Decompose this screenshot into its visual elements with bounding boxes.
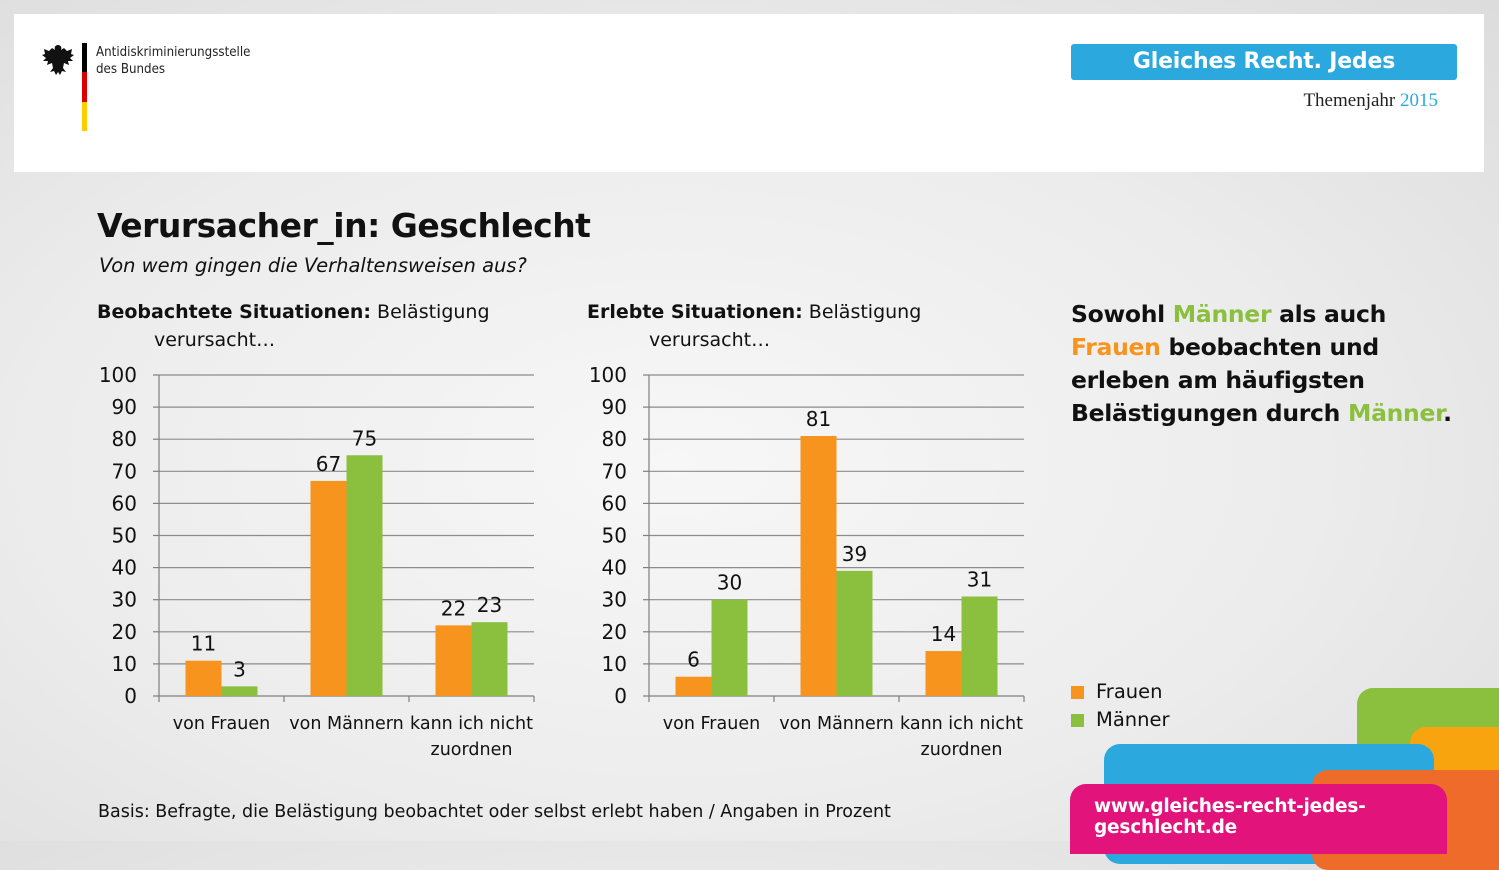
statement-period: .: [1443, 399, 1452, 427]
chart-2-ytick-label: 0: [614, 684, 627, 708]
chart-2-title-rest: Belästigung: [808, 301, 922, 323]
chart-2-ytick-label: 100: [589, 363, 627, 387]
chart-2-title-line2: verursacht…: [649, 329, 771, 351]
chart-1-data-label: 75: [352, 426, 377, 450]
flag-bar: [82, 43, 87, 131]
chart-1-bar-frauen: [185, 660, 222, 696]
chart-2-ytick-label: 70: [602, 459, 627, 483]
page-title: Verursacher_in: Geschlecht: [97, 206, 591, 245]
chart-1-data-label: 22: [441, 596, 466, 620]
chart-1-title-line2: verursacht…: [154, 329, 276, 351]
key-statement: Sowohl Männer als auch Frauen beobachten…: [1071, 298, 1471, 430]
legend: Frauen Männer: [1071, 678, 1170, 734]
chart-1-data-label: 23: [477, 593, 502, 617]
chart-1-ytick-label: 40: [112, 556, 137, 580]
agency-name: Antidiskriminierungsstelle des Bundes: [96, 44, 250, 78]
chart-1-category-label: kann ich nicht: [410, 714, 533, 734]
flag-stripe-red: [82, 72, 87, 102]
legend-swatch-maenner: [1071, 713, 1084, 727]
chart-2-bar-maenner: [711, 599, 748, 696]
chart-1-category-label: von Männern: [289, 714, 403, 734]
agency-line-1: Antidiskriminierungsstelle: [96, 44, 251, 60]
agency-line-2: des Bundes: [96, 61, 166, 77]
chart-1-ytick-label: 0: [124, 684, 137, 708]
chart-1-title-rest: Belästigung: [377, 301, 490, 323]
chart-2-data-label: 14: [931, 622, 956, 646]
statement-frauen: Frauen: [1071, 333, 1161, 361]
chart-2-data-label: 30: [717, 571, 742, 595]
chart-2-ytick-label: 60: [602, 491, 627, 515]
chart-1-ytick-label: 30: [112, 588, 137, 612]
chart-2-ytick-label: 10: [602, 652, 627, 676]
statement-part-5: beobachten und erleben am häufigsten Bel…: [1071, 333, 1379, 427]
chart-2-bar-maenner: [836, 570, 873, 696]
chart-1-bar-frauen: [435, 625, 472, 696]
chart-2-ytick-label: 80: [602, 427, 627, 451]
chart-1-ytick-label: 100: [99, 363, 137, 387]
themenjahr-label: Themenjahr: [1303, 90, 1396, 111]
page-subtitle: Von wem gingen die Verhaltensweisen aus?: [99, 254, 527, 277]
chart-2-category-label: von Männern: [779, 714, 893, 734]
chart-1-ytick-label: 50: [112, 524, 137, 548]
legend-swatch-frauen: [1071, 685, 1084, 699]
chart-1-category-label: von Frauen: [173, 714, 270, 734]
chart-2-category-label: von Frauen: [663, 714, 760, 734]
footer-url-link[interactable]: www.gleiches-recht-jedes-geschlecht.de: [1070, 784, 1447, 854]
statement-part-3: als auch: [1271, 300, 1387, 328]
legend-item-frauen: Frauen: [1071, 678, 1170, 706]
chart-2-category-label: kann ich nicht: [900, 714, 1023, 734]
header-banner: Antidiskriminierungsstelle des Bundes Gl…: [14, 14, 1484, 172]
chart-1-ytick-label: 20: [112, 620, 137, 644]
federal-eagle-icon: [42, 45, 74, 75]
chart-2-data-label: 6: [687, 648, 700, 672]
chart-2-ytick-label: 20: [602, 620, 627, 644]
legend-label-maenner: Männer: [1096, 708, 1170, 731]
legend-label-frauen: Frauen: [1096, 680, 1163, 703]
chart-2-title-bold: Erlebte Situationen:: [587, 301, 803, 323]
chart-1-ytick-label: 60: [112, 491, 137, 515]
chart-2-bar-frauen: [925, 651, 962, 696]
chart-2-data-label: 31: [967, 567, 992, 591]
chart-1-data-label: 3: [233, 657, 246, 681]
chart-1-bar-maenner: [471, 622, 508, 696]
chart-2-ytick-label: 30: [602, 588, 627, 612]
chart-1-category-label: zuordnen: [431, 740, 513, 760]
flag-stripe-gold: [82, 101, 87, 131]
chart-2-bar-maenner: [961, 596, 998, 696]
legend-item-maenner: Männer: [1071, 706, 1170, 734]
chart-1-ytick-label: 10: [112, 652, 137, 676]
basis-note: Basis: Befragte, die Belästigung beobach…: [98, 802, 891, 822]
chart-2-data-label: 39: [842, 542, 867, 566]
chart-2-bar-frauen: [675, 676, 712, 696]
chart-1-ytick-label: 80: [112, 427, 137, 451]
chart-2-bar-frauen: [800, 435, 837, 696]
chart-2-ytick-label: 40: [602, 556, 627, 580]
chart-1-bar-maenner: [221, 686, 258, 696]
chart-1-title-bold: Beobachtete Situationen:: [97, 301, 371, 323]
statement-maenner-1: Männer: [1172, 300, 1272, 328]
themenjahr: Themenjahr 2015: [1303, 90, 1438, 112]
chart-1-data-label: 11: [191, 632, 216, 656]
chart-2-ytick-label: 90: [602, 395, 627, 419]
chart-1-title: Beobachtete Situationen: Belästigung ver…: [97, 298, 490, 354]
chart-1-bar-maenner: [346, 455, 383, 696]
chart-2-title: Erlebte Situationen: Belästigung verursa…: [587, 298, 921, 354]
statement-maenner-2: Männer: [1347, 399, 1444, 427]
chart-2-category-label: zuordnen: [921, 740, 1003, 760]
chart-1-ytick-label: 90: [112, 395, 137, 419]
chart-1-bar-frauen: [310, 480, 347, 696]
slogan-badge: Gleiches Recht. Jedes Geschlecht.: [1071, 44, 1457, 110]
chart-1-ytick-label: 70: [112, 459, 137, 483]
themenjahr-year: 2015: [1400, 90, 1438, 111]
chart-2-ytick-label: 50: [602, 524, 627, 548]
chart-1-data-label: 67: [316, 452, 341, 476]
flag-stripe-black: [82, 43, 87, 73]
chart-2-data-label: 81: [806, 407, 831, 431]
statement-part-1: Sowohl: [1071, 300, 1173, 328]
